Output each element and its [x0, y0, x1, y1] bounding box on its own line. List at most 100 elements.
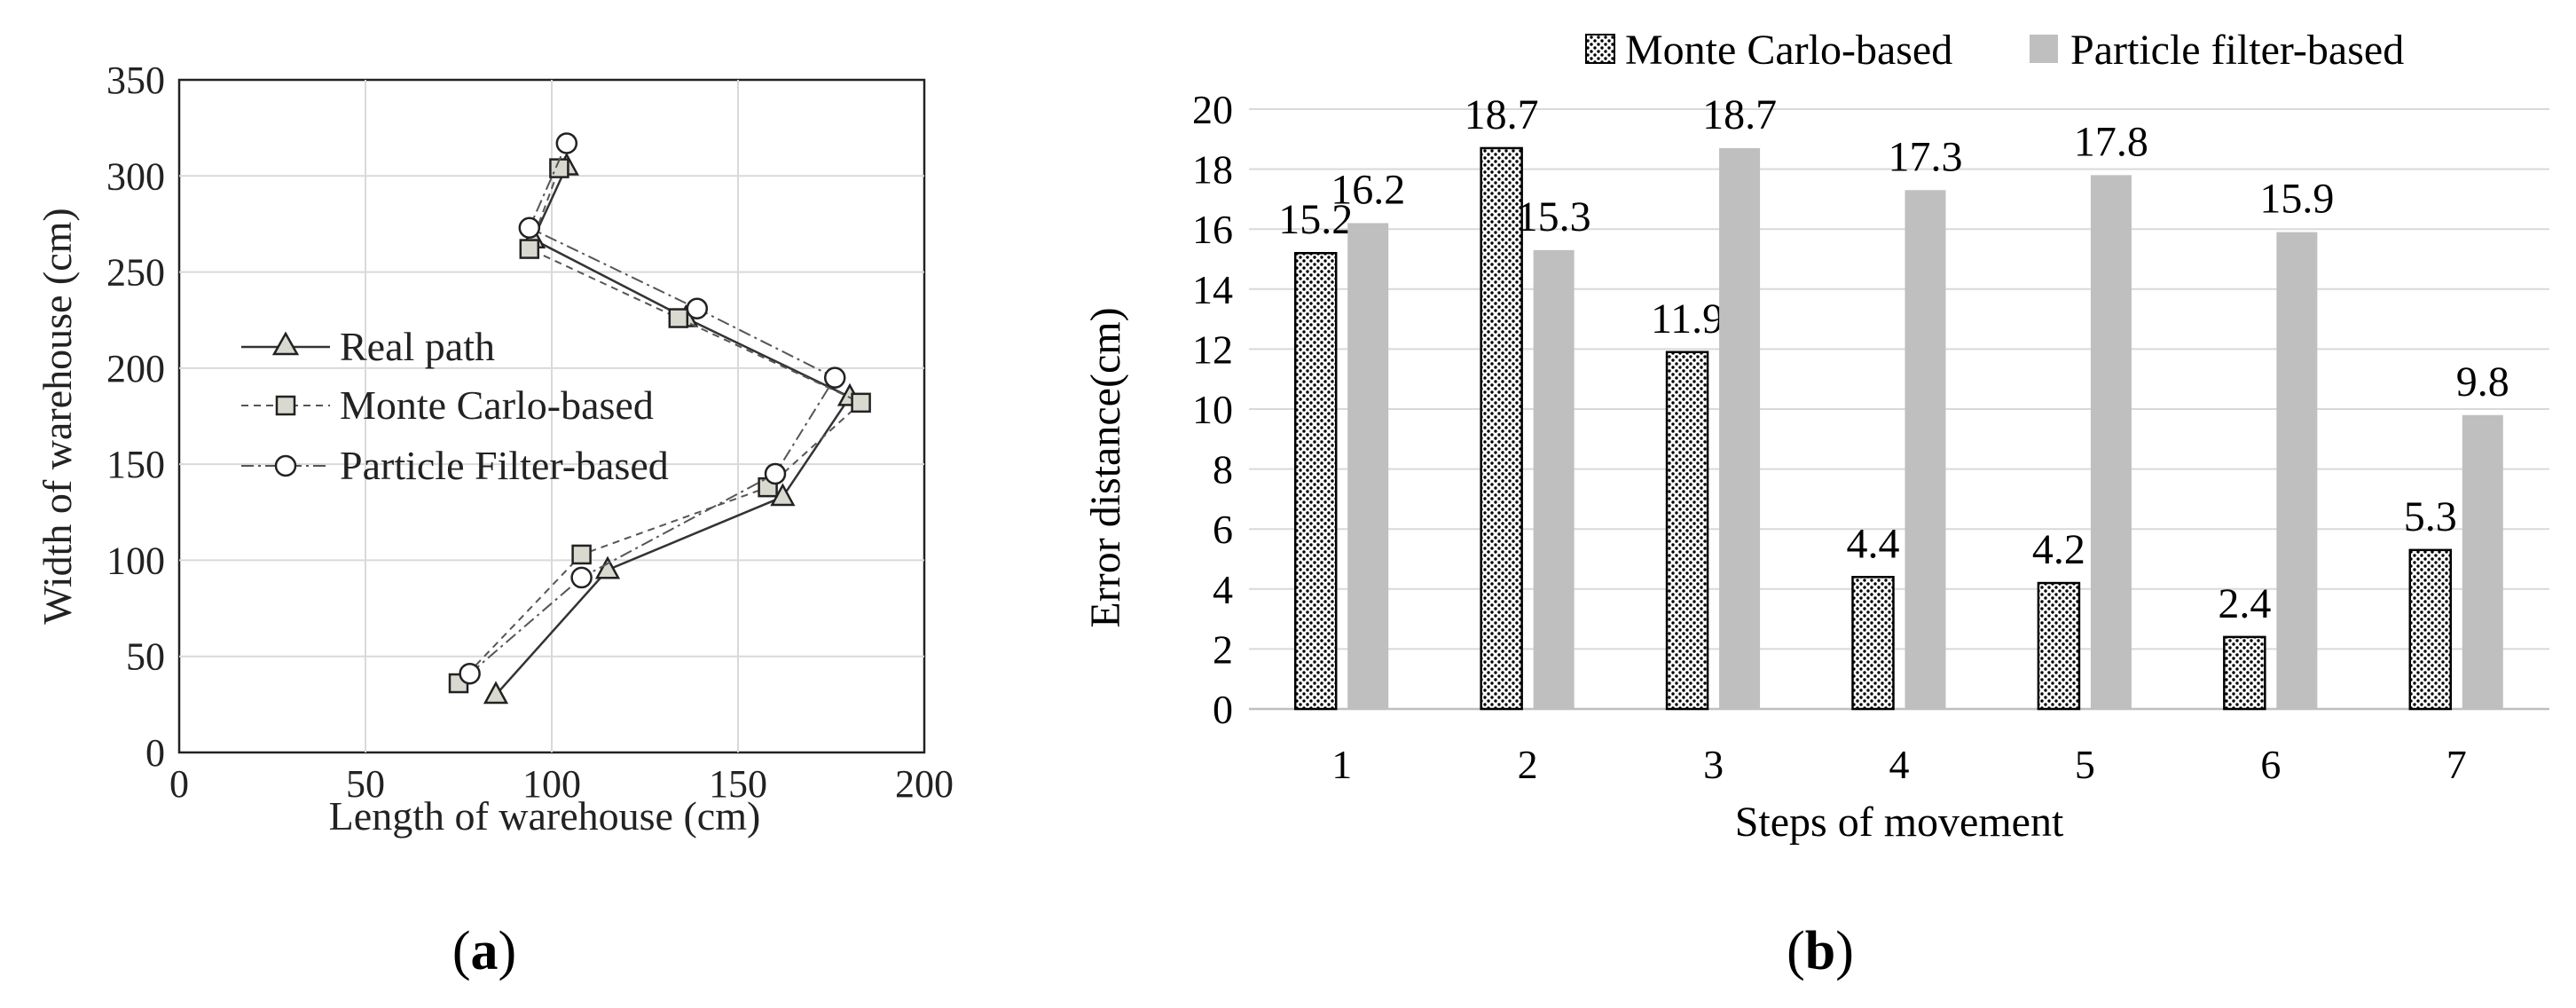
chart-a-y-tick-label: 350: [106, 59, 165, 102]
bar-particle-filter-step-1: [1347, 223, 1389, 709]
data-point-particle-filter-based: [764, 462, 787, 485]
legend-b-label-particle-filter: Particle filter-based: [2070, 27, 2404, 74]
chart-a-x-tick-label: 200: [895, 762, 954, 806]
legend-a-label-particle-filter: Particle Filter-based: [340, 443, 669, 488]
chart-a-y-tick-label: 0: [145, 731, 165, 775]
chart-a-x-tick-label: 50: [346, 762, 385, 806]
legend-b-swatch-monte-carlo: [1585, 34, 1615, 64]
legend-a-item-particle-filter: Particle Filter-based: [241, 443, 669, 488]
bar-monte-carlo-step-7: [2408, 548, 2453, 711]
chart-a-ylabel: Width of warehouse (cm): [35, 208, 80, 624]
chart-a-y-tick-label: 200: [106, 347, 165, 390]
chart-a-y-tick-label: 300: [106, 154, 165, 198]
chart-b-y-tick-label: 10: [1192, 387, 1233, 432]
bar-particle-filter-step-4: [1905, 190, 1946, 709]
legend-b-swatch-particle-filter: [2030, 35, 2058, 63]
bar-monte-carlo-step-5: [2037, 581, 2081, 711]
bar-monte-carlo-step-3: [1665, 350, 1709, 711]
data-point-real-path: [483, 681, 509, 705]
chart-b-grid: [1249, 108, 2549, 650]
chart-b-y-tick-label: 0: [1213, 687, 1233, 732]
chart-a-xlabel: Length of warehouse (cm): [329, 793, 761, 839]
chart-b-ylabel: Error distance(cm): [1082, 307, 1129, 627]
data-point-monte-carlo-based: [519, 239, 540, 259]
bar-monte-carlo-step-4: [1851, 576, 1895, 711]
chart-b-y-ticks: 0 2 4 6 8 10 12 14 16 18 20: [1192, 87, 1233, 732]
data-label-particle-filter-step-6: 15.9: [2259, 176, 2334, 223]
chart-b-legend: Monte Carlo-based Particle filter-based: [1585, 27, 2404, 74]
data-label-monte-carlo-step-2: 18.7: [1465, 91, 1539, 138]
chart-b-y-tick-label: 18: [1192, 147, 1233, 193]
legend-b-item-particle-filter: Particle filter-based: [2030, 27, 2404, 74]
data-label-monte-carlo-step-1: 15.2: [1278, 196, 1353, 243]
data-point-monte-carlo-based: [851, 392, 871, 413]
bar-particle-filter-step-7: [2462, 414, 2503, 709]
legend-b-label-monte-carlo: Monte Carlo-based: [1625, 27, 1952, 74]
data-label-monte-carlo-step-6: 2.4: [2218, 580, 2271, 627]
chart-b-y-tick-label: 12: [1192, 327, 1233, 372]
chart-b-y-tick-label: 6: [1213, 507, 1233, 552]
chart-b-y-tick-label: 14: [1192, 267, 1233, 312]
data-label-particle-filter-step-2: 15.3: [1517, 193, 1591, 240]
bar-particle-filter-step-3: [1719, 147, 1761, 709]
panel-b-label: (b): [1787, 921, 1854, 981]
chart-b-x-tick-label: 6: [2260, 742, 2281, 787]
chart-a-y-tick-label: 150: [106, 443, 165, 486]
data-point-monte-carlo-based: [571, 544, 592, 565]
chart-b-y-tick-label: 8: [1213, 447, 1233, 492]
bar-monte-carlo-step-2: [1480, 146, 1523, 711]
chart-b-y-tick-label: 16: [1192, 207, 1233, 252]
series-monte-carlo-based: [448, 158, 871, 694]
legend-b-item-monte-carlo: Monte Carlo-based: [1585, 27, 1952, 74]
data-point-particle-filter-based: [686, 297, 709, 319]
chart-b-y-tick-label: 4: [1213, 567, 1233, 612]
chart-b-x-tick-label: 7: [2446, 742, 2467, 787]
data-point-particle-filter-based: [555, 132, 578, 154]
data-label-monte-carlo-step-3: 11.9: [1651, 295, 1724, 343]
bar-particle-filter-step-5: [2090, 175, 2132, 710]
chart-a-ticks: 0 50 100 150 200 250 300 350 0 50 100 150 200: [106, 59, 954, 806]
chart-a: 0 50 100 150 200 250 300 350 0 50 100 150 200 Length…: [35, 59, 954, 981]
chart-b-x-tick-label: 1: [1331, 742, 1352, 787]
chart-b-bars: 15.216.2 18.7 15.3 11.9 18.7 4.4 17.3 4.2 17.8 2.…: [1278, 91, 2509, 711]
panel-a-label: (a): [452, 921, 516, 981]
data-label-monte-carlo-step-7: 5.3: [2404, 493, 2457, 540]
chart-a-series: [448, 132, 871, 705]
series-particle-filter-based: [459, 132, 846, 685]
chart-b-y-tick-label: 20: [1192, 87, 1233, 132]
chart-b-y-tick-label: 2: [1213, 626, 1233, 672]
bar-particle-filter-step-2: [1533, 249, 1575, 709]
data-label-monte-carlo-step-4: 4.4: [1847, 520, 1900, 567]
data-point-particle-filter-based: [459, 662, 481, 685]
data-label-particle-filter-step-5: 17.8: [2074, 118, 2148, 165]
bar-particle-filter-step-6: [2276, 232, 2318, 710]
bar-monte-carlo-step-6: [2223, 635, 2266, 711]
data-point-particle-filter-based: [570, 566, 593, 589]
data-point-particle-filter-based: [823, 366, 846, 389]
chart-b-x-tick-label: 3: [1703, 742, 1724, 787]
data-label-particle-filter-step-3: 18.7: [1702, 91, 1777, 138]
chart-a-x-tick-label: 0: [169, 762, 189, 806]
data-label-monte-carlo-step-5: 4.2: [2032, 526, 2085, 573]
chart-a-y-tick-label: 250: [106, 251, 165, 295]
legend-a-label-monte-carlo: Monte Carlo-based: [340, 382, 654, 428]
chart-a-y-tick-label: 100: [106, 539, 165, 582]
data-point-particle-filter-based: [518, 217, 541, 240]
bar-monte-carlo-step-1: [1293, 251, 1338, 711]
data-label-particle-filter-step-7: 9.8: [2456, 358, 2509, 406]
data-point-real-path: [594, 555, 621, 579]
chart-b-xlabel: Steps of movement: [1735, 799, 2064, 846]
chart-a-y-tick-label: 50: [126, 635, 165, 679]
chart-b-x-tick-label: 5: [2075, 742, 2095, 787]
chart-a-x-tick-label: 150: [709, 762, 767, 806]
data-label-particle-filter-step-1: 16.2: [1331, 166, 1405, 213]
chart-b-x-tick-label: 4: [1889, 742, 1910, 787]
data-point-monte-carlo-based: [668, 308, 689, 328]
data-label-particle-filter-step-4: 17.3: [1889, 133, 1963, 180]
chart-b-x-tick-label: 2: [1518, 742, 1538, 787]
legend-a-label-real-path: Real path: [340, 324, 495, 369]
chart-a-legend: Real path Monte Carlo-based Particle Fil…: [241, 324, 669, 488]
legend-a-item-real-path: Real path: [241, 324, 495, 369]
